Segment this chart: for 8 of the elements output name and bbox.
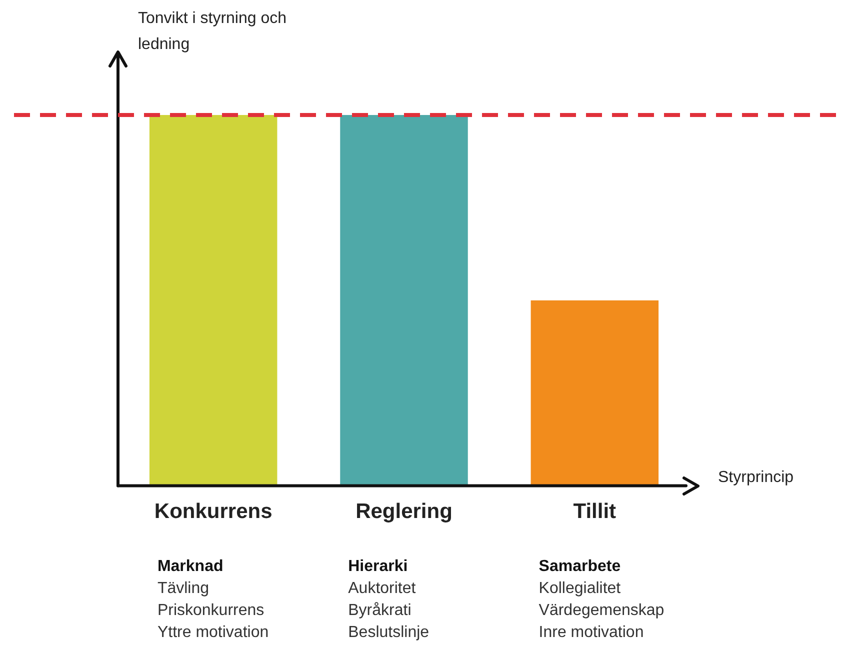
x-tick-label: Tillit: [573, 500, 616, 524]
y-axis-title: Tonvikt i styrning och ledning: [138, 9, 288, 55]
text: Marknad Tävling Priskonkurrens Yttre motivation: [157, 557, 269, 643]
x-axis-title: Styrprincip: [718, 468, 794, 487]
text: Hierarki Auktoritet Byråkrati Beslutslinje: [348, 557, 430, 643]
x-tick-label: Reglering: [356, 500, 452, 524]
text: Samarbete Kollegialitet Värdegemenskap Inre motivation: [538, 557, 664, 643]
x-tick-label: Konkurrens: [154, 500, 272, 524]
